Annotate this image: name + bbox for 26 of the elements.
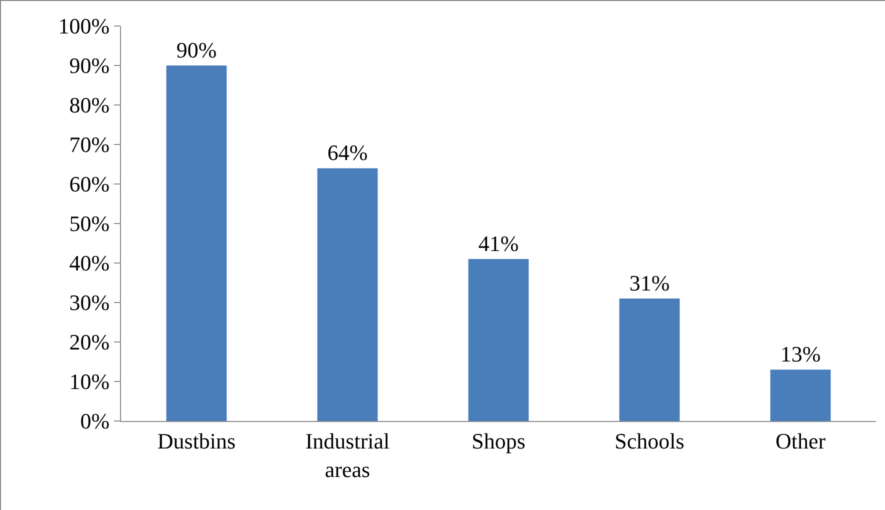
data-label: 64% xyxy=(327,140,368,166)
data-label: 31% xyxy=(629,270,670,296)
y-tick-label: 90% xyxy=(69,53,110,78)
x-tick-label: Shops xyxy=(472,428,526,454)
x-tick-label: Dustbins xyxy=(157,428,236,454)
x-tick-label: Schools xyxy=(614,428,684,454)
bar xyxy=(770,370,831,421)
y-tick-label: 60% xyxy=(69,172,110,197)
bar xyxy=(468,259,529,421)
bar xyxy=(166,66,227,421)
y-tick-label: 80% xyxy=(69,92,110,118)
y-tick-label: 50% xyxy=(69,211,110,236)
data-label: 41% xyxy=(478,231,519,256)
y-tick-label: 40% xyxy=(69,250,110,276)
data-label: 90% xyxy=(176,38,217,62)
y-tick-label: 10% xyxy=(69,369,110,394)
y-tick-label: 100% xyxy=(58,14,110,39)
x-tick-label: Industrial areas xyxy=(305,428,390,482)
y-tick-label: 20% xyxy=(69,330,110,355)
data-label: 13% xyxy=(780,342,821,367)
y-tick-label: 70% xyxy=(69,132,110,158)
y-tick-label: 0% xyxy=(80,408,110,434)
bar xyxy=(619,298,680,421)
y-tick-label: 30% xyxy=(69,290,110,316)
x-tick-label: Other xyxy=(775,428,826,454)
bar xyxy=(317,168,378,421)
